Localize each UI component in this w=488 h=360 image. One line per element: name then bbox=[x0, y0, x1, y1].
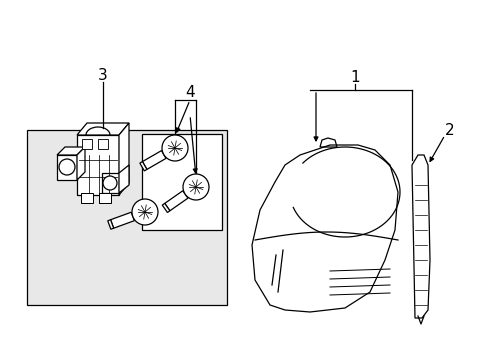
Text: 4: 4 bbox=[185, 85, 194, 99]
Polygon shape bbox=[119, 123, 129, 195]
Polygon shape bbox=[98, 139, 108, 149]
Circle shape bbox=[59, 159, 75, 175]
Circle shape bbox=[183, 174, 208, 200]
Circle shape bbox=[132, 199, 158, 225]
Text: 1: 1 bbox=[349, 69, 359, 85]
Polygon shape bbox=[162, 203, 169, 212]
Polygon shape bbox=[82, 139, 92, 149]
Bar bbox=[27, 130, 226, 305]
Polygon shape bbox=[81, 193, 93, 203]
Polygon shape bbox=[77, 135, 119, 195]
Text: 2: 2 bbox=[444, 122, 454, 138]
Polygon shape bbox=[77, 123, 129, 135]
Circle shape bbox=[103, 176, 117, 190]
Polygon shape bbox=[164, 191, 187, 211]
Polygon shape bbox=[99, 193, 111, 203]
Polygon shape bbox=[119, 165, 129, 193]
Text: 3: 3 bbox=[98, 68, 108, 82]
Polygon shape bbox=[142, 150, 165, 170]
Polygon shape bbox=[110, 212, 134, 228]
Polygon shape bbox=[107, 220, 113, 229]
Polygon shape bbox=[140, 162, 146, 171]
Bar bbox=[142, 134, 222, 230]
Polygon shape bbox=[57, 147, 85, 155]
Polygon shape bbox=[102, 173, 119, 193]
Polygon shape bbox=[57, 155, 77, 180]
Circle shape bbox=[162, 135, 187, 161]
Polygon shape bbox=[77, 147, 85, 180]
